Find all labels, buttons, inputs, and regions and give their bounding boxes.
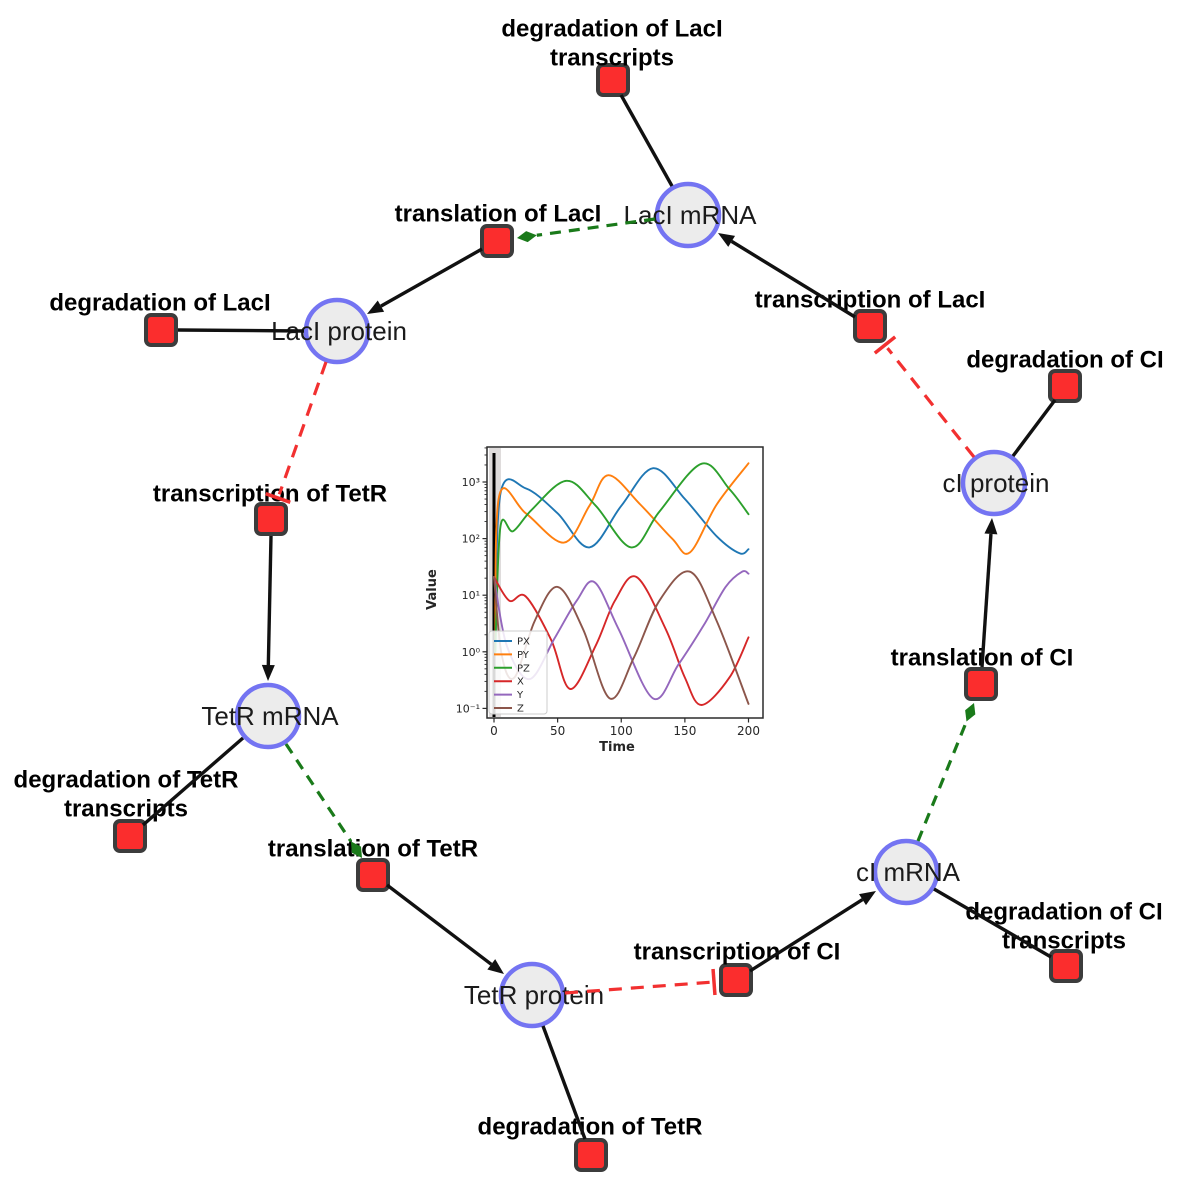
edge-tetr-protein--degradation-of-tetr: [541, 1025, 587, 1140]
legend-box: [488, 630, 548, 715]
edge-tetr-mrna--degradation-of-tetr-transcripts: [141, 736, 245, 827]
species-label-ci-mrna: cI mRNA: [856, 857, 961, 887]
edge-translation-of-ci--ci-protein: [980, 533, 993, 668]
species-node-tetr-protein: [498, 961, 566, 1029]
species-node-ci-protein: [960, 449, 1028, 517]
reaction-node-degradation-of-tetr-transcripts: [113, 819, 147, 853]
y-tick-label-10¹: 10¹: [462, 589, 480, 602]
legend-label-PY: PY: [517, 650, 530, 661]
nodes-layer: [113, 63, 1083, 1172]
edge-ci-protein--degradation-of-ci: [1011, 398, 1057, 458]
edge-ci-protein--transcription-of-laci: [886, 347, 976, 458]
edge-translation-of-tetr--tetr-protein: [385, 883, 493, 966]
species-label-laci-mrna: LacI mRNA: [624, 200, 758, 230]
reaction-label-degradation-of-tetr-transcripts-line2: transcripts: [64, 796, 188, 823]
edge-laci-protein--transcription-of-tetr: [277, 361, 328, 495]
reaction-label-degradation-of-laci-transcripts-line2: transcripts: [550, 45, 674, 72]
reaction-node-translation-of-tetr: [356, 858, 390, 892]
legend-label-PZ: PZ: [517, 663, 530, 674]
legend-label-X: X: [517, 677, 524, 688]
edge-ci-mrna--translation-of-ci-diamond-arrowhead-icon: [965, 703, 976, 722]
series-line-X: [493, 575, 750, 706]
edge-translation-of-tetr--tetr-protein-arrowhead-icon: [487, 959, 504, 974]
reaction-node-transcription-of-ci: [719, 963, 753, 997]
inset-chart: 10³ 10² 10¹ 10⁰ 10⁻¹ 0 50 100 150 200 Time Value PX P…: [425, 446, 764, 755]
edge-tetr-protein--transcription-of-ci: [564, 980, 711, 995]
series-line-PY: [494, 462, 750, 653]
reaction-node-translation-of-laci: [480, 224, 514, 258]
y-axis-title: Value: [425, 569, 440, 610]
reaction-label-degradation-of-tetr-transcripts-line1: degradation of TetR: [14, 767, 239, 794]
edge-translation-of-laci--laci-protein: [380, 247, 483, 308]
edge-transcription-of-tetr--tetr-mrna: [266, 535, 273, 666]
edge-translation-of-ci--ci-protein-arrowhead-icon: [984, 518, 998, 535]
reaction-node-degradation-of-laci-transcripts: [596, 63, 630, 97]
y-tick-label-10³: 10³: [462, 476, 480, 489]
edge-ci-mrna--degradation-of-ci-transcripts: [933, 887, 1052, 959]
species-node-laci-mrna: [654, 181, 722, 249]
edge-laci-mrna--translation-of-laci: [536, 217, 656, 237]
reaction-label-degradation-of-ci: degradation of CI: [966, 347, 1163, 374]
x-tick-label-0: 0: [490, 724, 498, 738]
series-line-PZ: [494, 462, 750, 653]
reaction-label-degradation-of-laci-transcripts-line1: degradation of LacI: [501, 16, 722, 43]
x-tick-label-50: 50: [550, 724, 565, 738]
reaction-label-translation-of-tetr: translation of TetR: [268, 836, 478, 863]
edge-laci-mrna--degradation-of-laci-transcripts: [619, 94, 674, 187]
edge-transcription-of-tetr--tetr-mrna-arrowhead-icon: [261, 664, 275, 681]
reaction-node-degradation-of-tetr: [574, 1138, 608, 1172]
legend-label-Y: Y: [516, 690, 524, 701]
y-tick-label-10⁻¹: 10⁻¹: [456, 702, 480, 715]
species-label-tetr-mrna: TetR mRNA: [201, 701, 339, 731]
species-node-tetr-mrna: [234, 682, 302, 750]
reaction-node-transcription-of-tetr: [254, 502, 288, 536]
edge-tetr-protein--transcription-of-ci-tee-bar-icon: [711, 968, 717, 996]
species-label-tetr-protein: TetR protein: [464, 980, 604, 1010]
species-node-ci-mrna: [872, 838, 940, 906]
edge-transcription-of-ci--ci-mrna: [749, 898, 864, 973]
reaction-label-degradation-of-ci-transcripts-line1: degradation of CI: [965, 899, 1162, 926]
reaction-label-translation-of-laci: translation of LacI: [395, 201, 602, 228]
edge-tetr-mrna--translation-of-tetr: [284, 743, 353, 843]
edge-transcription-of-laci--laci-mrna: [730, 239, 856, 319]
reaction-node-transcription-of-laci: [853, 309, 887, 343]
reaction-label-degradation-of-tetr: degradation of TetR: [478, 1114, 703, 1141]
reaction-node-degradation-of-laci: [144, 313, 178, 347]
y-tick-label-10⁰: 10⁰: [462, 646, 481, 659]
reaction-node-degradation-of-ci: [1048, 369, 1082, 403]
edges-layer: [141, 94, 1057, 1140]
x-tick-label-100: 100: [610, 724, 633, 738]
edge-tetr-mrna--translation-of-tetr-diamond-arrowhead-icon: [350, 841, 362, 858]
x-tick-label-150: 150: [673, 724, 696, 738]
y-tick-label-10²: 10²: [462, 533, 480, 546]
edge-transcription-of-ci--ci-mrna-arrowhead-icon: [859, 891, 876, 906]
x-tick-label-200: 200: [737, 724, 760, 738]
edge-translation-of-laci--laci-protein-arrowhead-icon: [367, 300, 385, 314]
edge-laci-mrna--translation-of-laci-diamond-arrowhead-icon: [517, 231, 537, 243]
edge-ci-protein--transcription-of-laci-tee-bar-icon: [873, 335, 897, 355]
legend-label-PX: PX: [517, 637, 530, 648]
reaction-label-transcription-of-ci: transcription of CI: [634, 939, 841, 966]
reaction-node-translation-of-ci: [964, 667, 998, 701]
edge-laci-protein--degradation-of-laci: [177, 328, 305, 333]
edge-transcription-of-laci--laci-mrna-arrowhead-icon: [718, 233, 736, 247]
x-axis-title: Time: [599, 740, 635, 755]
reaction-label-degradation-of-laci: degradation of LacI: [49, 290, 270, 317]
series-line-PX: [494, 467, 750, 653]
reaction-node-degradation-of-ci-transcripts: [1049, 949, 1083, 983]
species-node-laci-protein: [303, 297, 371, 365]
reaction-label-transcription-of-laci: transcription of LacI: [755, 287, 986, 314]
species-label-ci-protein: cI protein: [943, 468, 1050, 498]
edge-laci-protein--transcription-of-tetr-tee-bar-icon: [265, 492, 291, 504]
edge-ci-mrna--translation-of-ci: [916, 720, 968, 842]
legend-label-Z: Z: [517, 704, 524, 715]
